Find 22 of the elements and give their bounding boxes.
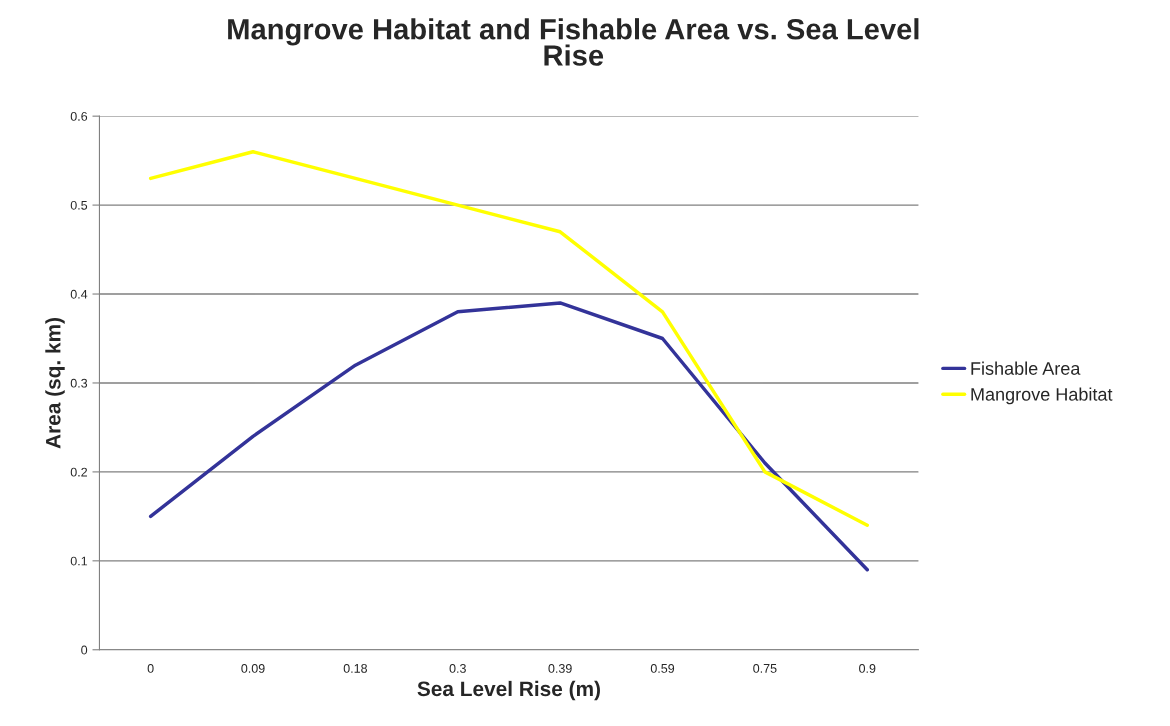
line-series	[148, 149, 869, 527]
chart-title: Mangrove Habitat and Fishable Area vs. Sea Level Rise	[228, 18, 919, 66]
y-tick-label: 0.4	[70, 289, 88, 299]
x-tick-label: 0.75	[753, 663, 777, 673]
y-axis-title: Area (sq. km)	[45, 318, 65, 449]
x-tick-label: 0.09	[241, 663, 265, 673]
y-tick-label: 0.3	[70, 378, 88, 388]
y-tick-label: 0.2	[70, 467, 88, 477]
y-tick-label: 0.6	[70, 111, 88, 121]
y-tick-label: 0	[81, 645, 88, 655]
y-tick-label: 0.1	[70, 556, 88, 566]
line-series	[148, 301, 869, 572]
x-tick-label: 0.18	[343, 663, 368, 673]
x-tick-label: 0.3	[449, 663, 466, 673]
legend-label: Fishable Area	[971, 361, 1081, 375]
legend-label: Mangrove Habitat	[971, 387, 1113, 405]
y-tick-label: 0.5	[70, 200, 88, 210]
x-axis-title: Sea Level Rise (m)	[417, 680, 600, 701]
x-tick-label: 0.39	[548, 663, 572, 673]
x-tick-label: 0	[147, 663, 154, 673]
x-tick-label: 0.9	[859, 663, 876, 673]
x-tick-label: 0.59	[650, 663, 675, 673]
